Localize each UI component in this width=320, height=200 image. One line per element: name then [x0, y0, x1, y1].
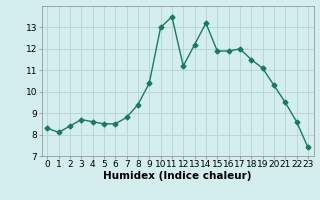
X-axis label: Humidex (Indice chaleur): Humidex (Indice chaleur): [103, 171, 252, 181]
